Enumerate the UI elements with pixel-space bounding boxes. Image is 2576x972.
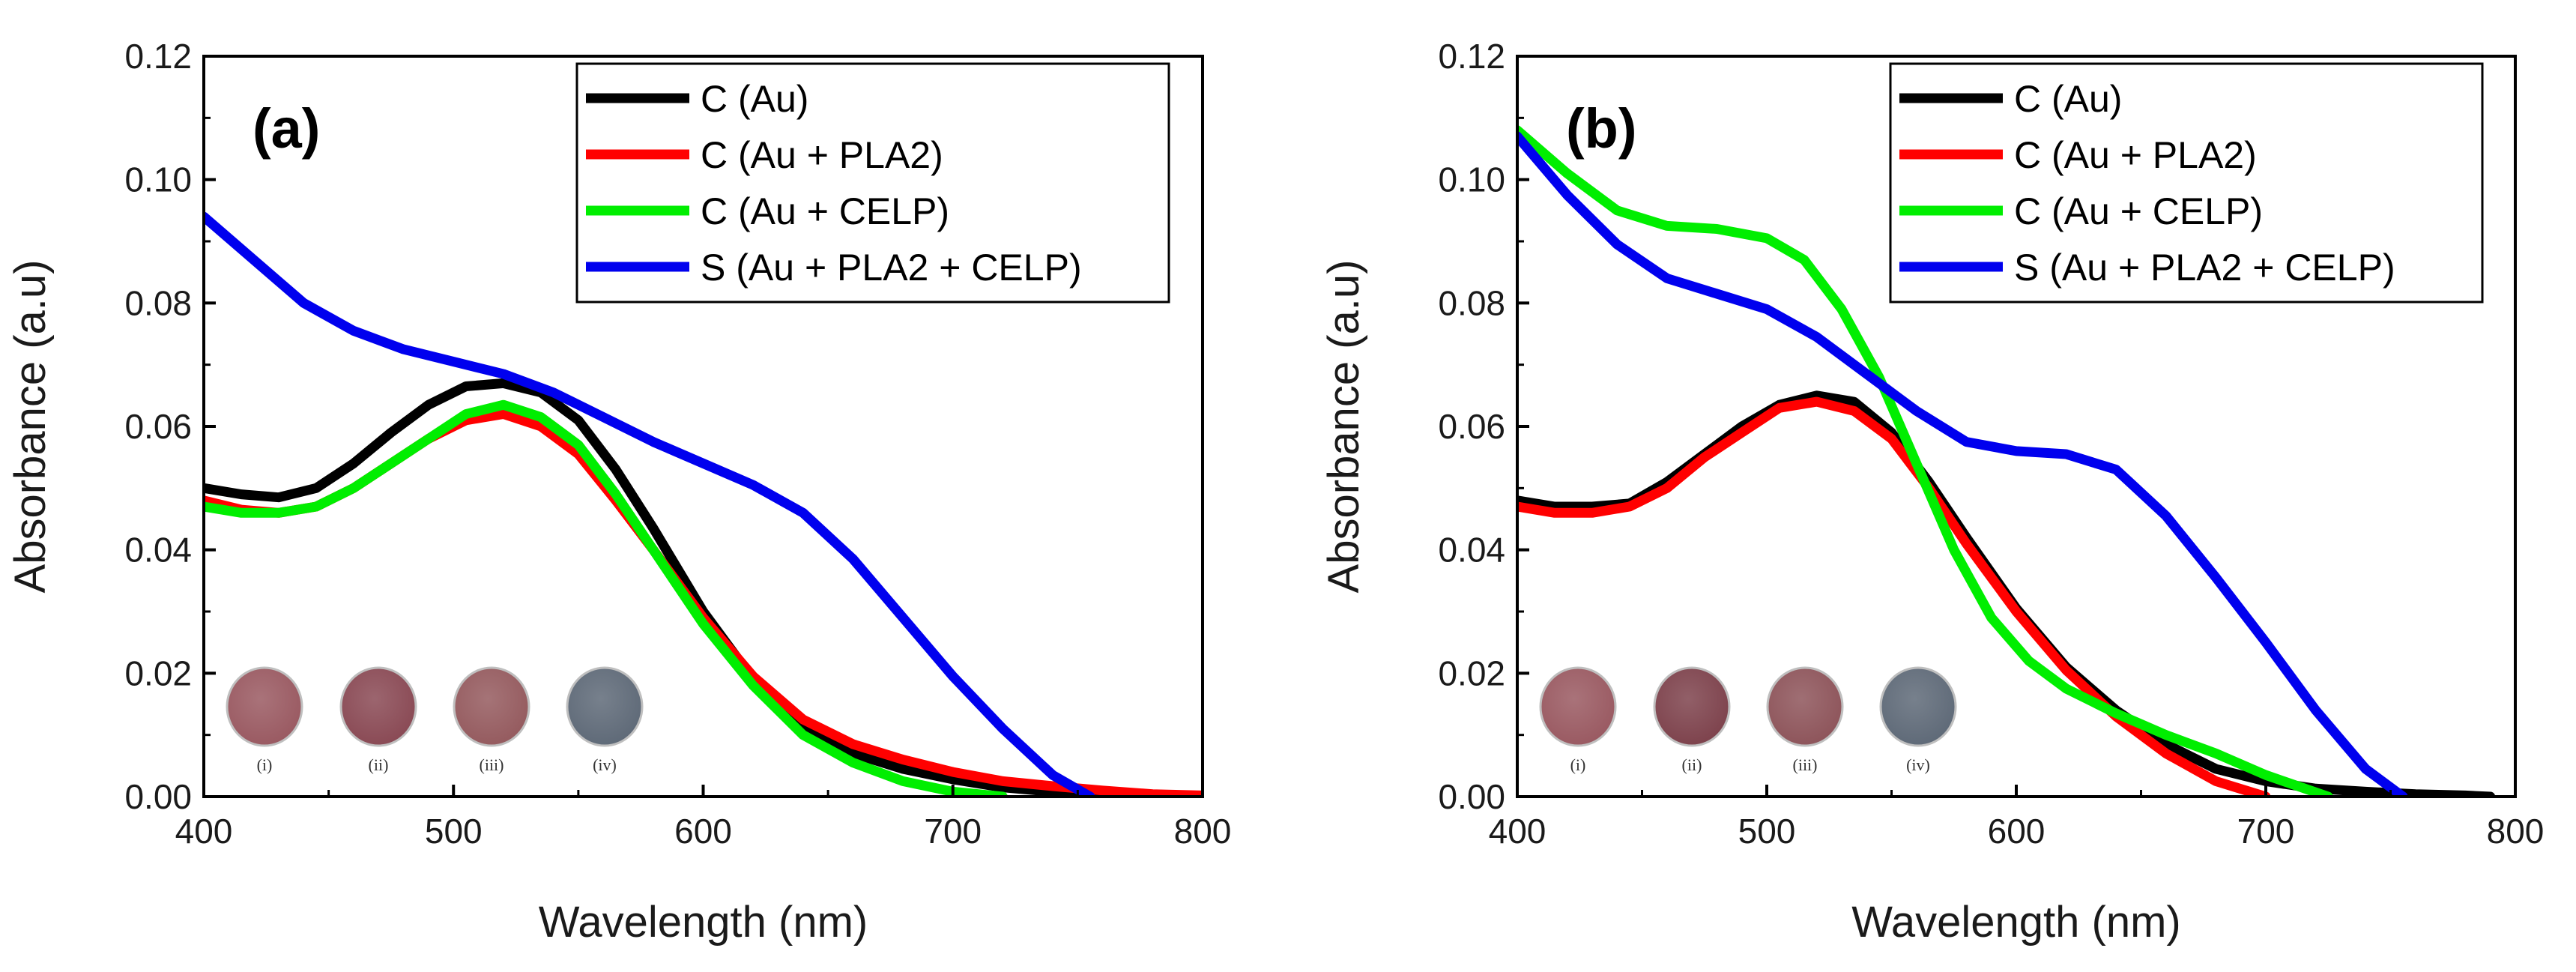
legend-label-3: S (Au + PLA2 + CELP) [2014,247,2395,289]
panel-label: (a) [253,97,320,160]
sample-swatch-label-4: (iv) [593,755,617,774]
sample-swatch-3 [453,666,530,747]
sample-swatch-label-2: (ii) [369,755,389,774]
sample-swatch-3 [1766,666,1844,747]
y-axis-title: Absorbance (a.u) [6,260,55,594]
sample-swatch-2 [339,666,417,747]
y-axis-title: Absorbance (a.u) [1319,260,1368,594]
y-tick-label: 0.12 [1438,37,1505,76]
series-line-3 [1517,131,2408,797]
y-tick-label: 0.08 [124,283,192,322]
sample-swatch-1 [1539,666,1617,747]
x-tick-label: 500 [1738,812,1796,851]
sample-swatch-label-4: (iv) [1906,755,1930,774]
y-tick-label: 0.10 [1438,160,1505,199]
x-axis-title: Wavelength (nm) [1851,898,2180,947]
x-tick-label: 400 [1489,812,1546,851]
y-tick-label: 0.12 [124,37,192,76]
y-tick-label: 0.02 [1438,653,1505,692]
x-axis-title: Wavelength (nm) [539,898,868,947]
y-tick-label: 0.04 [124,531,192,570]
x-tick-label: 600 [674,812,732,851]
legend-label-2: C (Au + CELP) [2014,190,2263,232]
sample-swatch-label-1: (i) [1570,755,1586,774]
sample-swatch-4 [566,666,644,747]
series-line-2 [204,399,1008,797]
x-tick-label: 800 [1174,812,1232,851]
legend-label-2: C (Au + CELP) [701,190,949,232]
x-tick-label: 400 [175,812,233,851]
x-tick-label: 700 [2237,812,2295,851]
y-tick-label: 0.10 [124,160,192,199]
legend-label-3: S (Au + PLA2 + CELP) [701,247,1082,289]
legend-label-0: C (Au) [2014,78,2122,120]
sample-swatch-label-3: (iii) [480,755,504,774]
sample-swatch-4 [1879,666,1957,747]
panel-b: (i) (ii) (iii) (iv) 400 500 600 700 800 0.00 0.02 0… [1319,37,2544,947]
y-tick-label: 0.06 [1438,407,1505,446]
sample-swatch-label-1: (i) [257,755,273,774]
x-tick-label: 700 [924,812,982,851]
y-tick-label: 0.02 [124,653,192,692]
series-line-0 [204,378,1108,797]
x-tick-label: 800 [2487,812,2545,851]
panel-label: (b) [1566,97,1637,160]
y-tick-label: 0.08 [1438,283,1505,322]
y-tick-label: 0.04 [1438,531,1505,570]
y-tick-label: 0.06 [124,407,192,446]
legend-label-0: C (Au) [701,78,808,120]
panel-a: (i) (ii) (iii) (iv) 400 500 600 700 800 0.00 0.02 0… [6,37,1231,947]
legend-label-1: C (Au + PLA2) [2014,134,2257,176]
y-tick-label: 0.00 [124,777,192,816]
sample-swatch-2 [1653,666,1731,747]
legend-label-1: C (Au + PLA2) [701,134,943,176]
series-line-3 [204,211,1095,797]
sample-swatch-label-3: (iii) [1793,755,1818,774]
sample-swatch-1 [226,666,303,747]
x-tick-label: 500 [425,812,483,851]
y-tick-label: 0.00 [1438,777,1505,816]
series-line-2 [1517,125,2333,797]
sample-swatch-label-2: (ii) [1682,755,1702,774]
x-tick-label: 600 [1988,812,2046,851]
